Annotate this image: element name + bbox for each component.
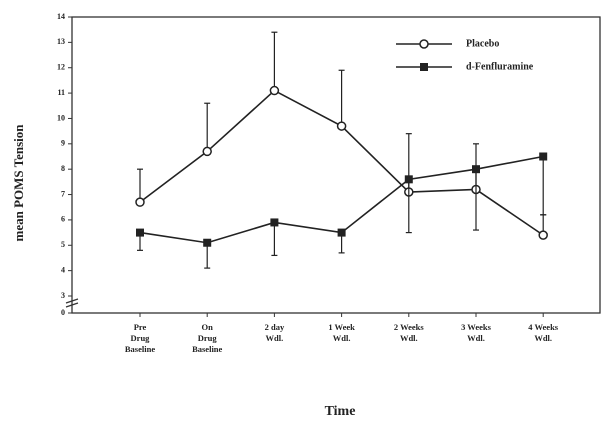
y-tick-label: 11: [57, 88, 65, 97]
marker: [419, 39, 429, 49]
y-tick-label: 4: [61, 265, 65, 274]
marker: [202, 146, 212, 157]
x-tick-line: Wdl.: [333, 333, 351, 343]
x-tick-line: 2 day: [265, 322, 285, 332]
marker: [420, 63, 428, 71]
x-tick-label: 2 Weeks Wdl.: [394, 322, 425, 343]
marker: [270, 218, 279, 227]
x-tick-label: Pre Drug Baseline: [125, 322, 155, 354]
x-tick-line: 2 Weeks: [394, 322, 425, 332]
marker: [269, 85, 280, 96]
marker: [135, 197, 145, 207]
marker: [538, 230, 548, 240]
plot-frame: [71, 16, 601, 314]
y-tick-label: 8: [61, 164, 65, 173]
x-tick-label: 3 Weeks Wdl.: [461, 322, 492, 343]
x-tick-line: Wdl.: [467, 333, 485, 343]
x-tick-line: Baseline: [125, 344, 155, 354]
y-tick-label: 12: [57, 63, 65, 72]
x-tick-line: 1 Week: [328, 322, 355, 332]
x-tick-label: 4 Weeks Wdl.: [528, 322, 559, 343]
x-tick-line: On: [202, 322, 214, 332]
y-tick-label: 14: [57, 12, 65, 21]
legend-label: d-Fenfluramine: [466, 61, 534, 72]
marker: [337, 228, 346, 237]
x-tick-label: 2 day Wdl.: [265, 322, 285, 343]
x-tick-line: Drug: [131, 333, 151, 343]
y-axis-label: mean POMS Tension: [11, 124, 26, 242]
x-tick-line: Drug: [198, 333, 218, 343]
x-tick-line: 3 Weeks: [461, 322, 492, 332]
marker: [404, 175, 413, 184]
y-tick-label: 0: [61, 308, 65, 317]
y-tick-label: 10: [57, 113, 65, 122]
y-tick-label: 13: [57, 37, 65, 46]
y-tick-label: 5: [61, 240, 65, 249]
x-tick-line: 4 Weeks: [528, 322, 559, 332]
marker: [472, 165, 480, 174]
y-tick-label: 9: [61, 139, 65, 148]
y-tick-label: 6: [61, 215, 65, 224]
marker: [136, 228, 144, 237]
x-tick-label: 1 Week Wdl.: [328, 322, 355, 343]
x-tick-line: Baseline: [192, 344, 222, 354]
axis-break: [65, 298, 79, 308]
y-tick-label: 3: [61, 291, 65, 300]
marker: [336, 121, 347, 131]
marker: [539, 152, 548, 161]
y-tick-label: 7: [61, 189, 65, 198]
x-tick-line: Wdl.: [266, 333, 284, 343]
marker: [203, 238, 212, 247]
x-tick-line: Wdl.: [534, 333, 552, 343]
legend-label: Placebo: [466, 38, 499, 49]
x-tick-label: On Drug Baseline: [192, 322, 222, 354]
x-tick-line: Wdl.: [400, 333, 418, 343]
x-axis-label: Time: [325, 404, 356, 419]
x-tick-line: Pre: [134, 322, 147, 332]
